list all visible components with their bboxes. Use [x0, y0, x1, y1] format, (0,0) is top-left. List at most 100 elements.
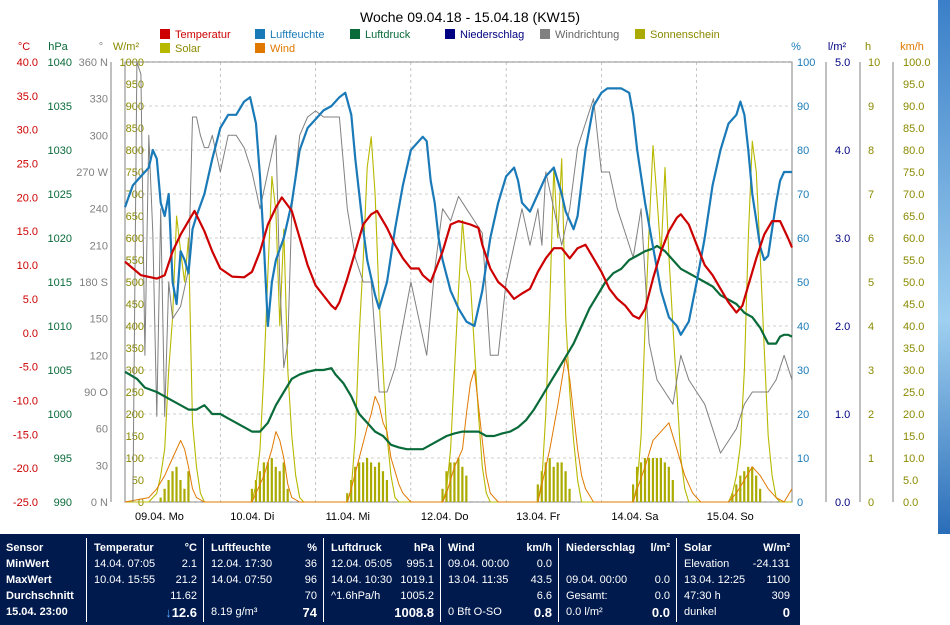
- wind-tick: 35.0: [903, 343, 924, 355]
- humidity-tick: 80: [797, 145, 809, 157]
- direction-tick: 60: [96, 424, 108, 436]
- rain-max-date: 09.04. 00:00: [566, 574, 628, 586]
- pressure-header: Luftdruck: [331, 542, 382, 554]
- wind-tick: 20.0: [903, 409, 924, 421]
- sunshine-bar: [187, 471, 190, 502]
- solar-avg-value: 309: [771, 590, 790, 602]
- pressure-max-date: 14.04. 10:30: [331, 574, 393, 586]
- legend-label: Windrichtung: [555, 29, 619, 41]
- axis-unit: °: [99, 41, 103, 53]
- direction-tick: 120: [90, 350, 108, 362]
- solar-tick: 0: [138, 497, 144, 509]
- humidity-max-date: 14.04. 07:50: [211, 574, 273, 586]
- sunshine-bar: [631, 484, 635, 502]
- sunshine-bar: [270, 458, 273, 502]
- temperature-avg-value: 11.62: [170, 590, 197, 602]
- pressure-tick: 1020: [48, 233, 72, 245]
- direction-tick: 90 O: [84, 387, 108, 399]
- wind-tick: 100.0: [903, 57, 931, 69]
- solar-elevation-value: -24.131: [752, 558, 790, 570]
- direction-tick: 180 S: [79, 277, 108, 289]
- sunshine-bar: [278, 471, 281, 502]
- x-tick-label: 14.04. Sa: [611, 511, 659, 523]
- wind-tick: 10.0: [903, 453, 924, 465]
- humidity-tick: 0: [797, 497, 803, 509]
- sunshine-bar: [175, 466, 178, 502]
- wind-unit: km/h: [526, 542, 552, 554]
- legend-swatch: [445, 29, 455, 39]
- humidity-absolute: 8.19 g/m³: [211, 606, 258, 618]
- min-label: MinWert: [6, 558, 50, 570]
- sunshine-bar: [465, 475, 468, 502]
- temp-tick: -15.0: [13, 429, 38, 441]
- sunshine-bar: [568, 488, 571, 502]
- legend-label: Solar: [175, 43, 201, 55]
- wind-tick: 0.0: [903, 497, 918, 509]
- legend-swatch: [635, 29, 645, 39]
- axis-unit: hPa: [48, 41, 68, 53]
- humidity-header: Luftfeuchte: [211, 542, 271, 554]
- trend-down-icon: ↓: [165, 605, 172, 620]
- legend-label: Sonnenschein: [650, 29, 720, 41]
- pressure-tick: 1030: [48, 145, 72, 157]
- desktop-edge: [938, 0, 950, 534]
- sunshine-bar: [179, 480, 182, 502]
- sunshine-bar: [274, 466, 277, 502]
- wind-tick: 60.0: [903, 233, 924, 245]
- sun-tick: 4: [868, 321, 874, 333]
- humidity-tick: 60: [797, 233, 809, 245]
- solar-tick: 350: [126, 343, 144, 355]
- temp-tick: -25.0: [13, 497, 38, 509]
- rain-total-value: 0.0: [654, 590, 670, 602]
- humidity-min-date: 12.04. 17:30: [211, 558, 273, 570]
- wind-tick: 95.0: [903, 79, 924, 91]
- sunshine-bar: [643, 458, 647, 502]
- rain-tick: 5.0: [835, 57, 850, 69]
- legend-swatch: [540, 29, 550, 39]
- sunshine-bar: [369, 462, 373, 502]
- series-line-luftfeuchte: [123, 87, 792, 336]
- sunshine-bar: [659, 458, 662, 502]
- pressure-tick: 1035: [48, 101, 72, 113]
- sunshine-bar: [381, 471, 385, 502]
- pressure-max-value: 1019.1: [400, 574, 434, 586]
- humidity-current-value: 74: [302, 605, 317, 620]
- axis-unit: l/m²: [828, 41, 847, 53]
- solar-sunshine-hours: 47:30 h: [684, 590, 721, 602]
- rain-tick: 4.0: [835, 145, 850, 157]
- sun-tick: 7: [868, 189, 874, 201]
- sunshine-bar: [759, 488, 762, 502]
- pressure-unit: hPa: [413, 542, 434, 554]
- solar-tick: 200: [126, 409, 144, 421]
- direction-tick: 150: [90, 314, 108, 326]
- temp-tick: -5.0: [19, 362, 38, 374]
- direction-tick: 30: [96, 460, 108, 472]
- rain-tick: 0.0: [835, 497, 850, 509]
- solar-unit: W/m²: [763, 542, 790, 554]
- temperature-current-value: ↓12.6: [165, 605, 197, 620]
- sunshine-bar: [250, 488, 254, 502]
- rain-header: Niederschlag: [566, 542, 636, 554]
- sun-tick: 3: [868, 365, 874, 377]
- temperature-max-date: 10.04. 15:55: [94, 574, 156, 586]
- solar-max-date: 13.04. 12:25: [684, 574, 746, 586]
- legend-swatch: [160, 43, 170, 53]
- pressure-tick: 1015: [48, 277, 72, 289]
- stats-panel: Sensor MinWert MaxWert Durchschnitt 15.0…: [0, 534, 800, 625]
- sunshine-bar: [671, 480, 674, 502]
- pressure-current-value: 1008.8: [394, 605, 434, 620]
- humidity-tick: 70: [797, 189, 809, 201]
- wind-current-value: 0.8: [533, 605, 552, 620]
- humidity-tick: 100: [797, 57, 815, 69]
- sunshine-bar: [747, 466, 750, 502]
- wind-tick: 50.0: [903, 277, 924, 289]
- wind-tick: 45.0: [903, 299, 924, 311]
- solar-tick: 650: [126, 211, 144, 223]
- sun-tick: 1: [868, 453, 874, 465]
- sunshine-bar: [171, 471, 174, 502]
- sunshine-bar: [548, 458, 551, 502]
- pressure-tick: 1005: [48, 365, 72, 377]
- sunshine-bar: [254, 480, 258, 502]
- direction-tick: 240: [90, 204, 108, 216]
- axis-unit: h: [865, 41, 871, 53]
